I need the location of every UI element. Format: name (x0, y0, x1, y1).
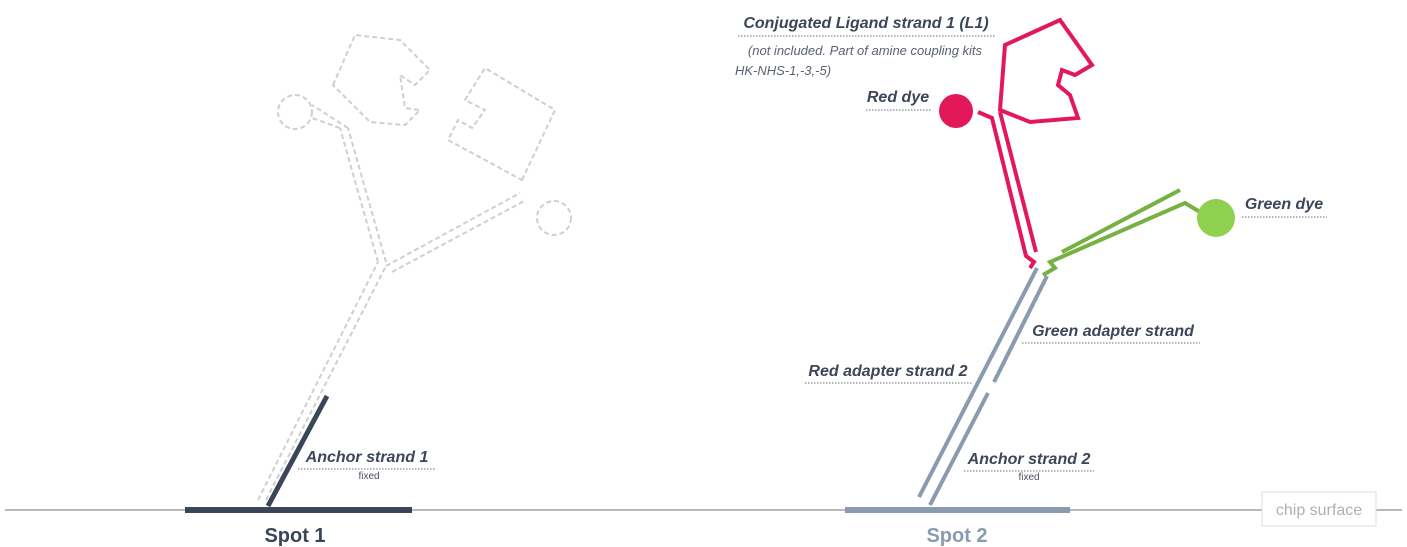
ligand-strand (977, 17, 1095, 270)
green-dye (1197, 199, 1235, 237)
anchor2-label: Anchor strand 2 (967, 451, 1091, 468)
ligand-note: HK-NHS-1,-3,-5) (735, 63, 831, 78)
ghost-structure (257, 33, 572, 501)
anchor-strand-1 (265, 394, 330, 508)
anchor2-note: fixed (1018, 472, 1039, 483)
green-adapter-label: Green adapter strand (1032, 323, 1195, 340)
surface-box (1261, 491, 1377, 527)
adapter-strands (917, 267, 1049, 506)
green-strand (1041, 188, 1202, 277)
red-adapter-label: Red adapter strand 2 (808, 363, 967, 380)
anchor1-label: Anchor strand 1 (305, 449, 429, 466)
ligand-label: Conjugated Ligand strand 1 (L1) (743, 15, 988, 32)
spot2-label: Spot 2 (926, 525, 987, 547)
green-dye-label: Green dye (1245, 196, 1323, 213)
red-dye (939, 94, 973, 128)
anchor1-note: fixed (358, 471, 379, 482)
ligand-note: (not included. Part of amine coupling ki… (748, 43, 983, 58)
red-dye-label: Red dye (867, 89, 929, 106)
spot1-label: Spot 1 (264, 525, 325, 547)
surface-label: chip surface (1276, 502, 1362, 519)
